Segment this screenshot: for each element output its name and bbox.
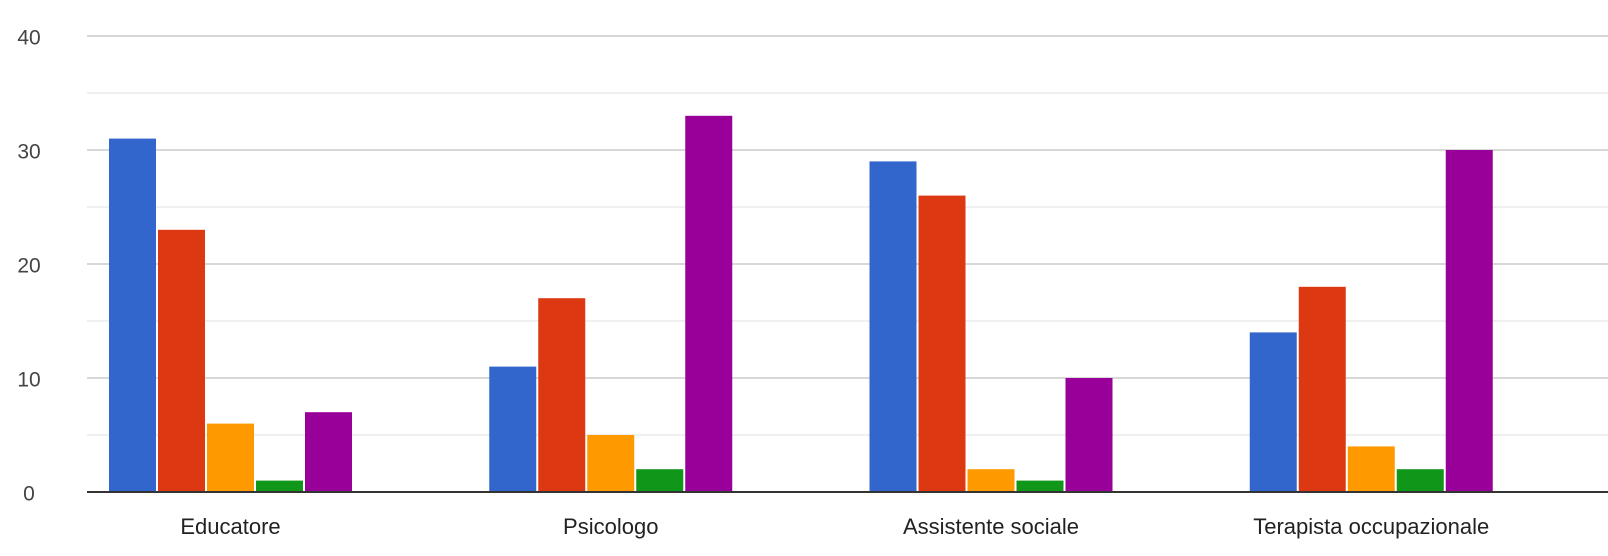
bar (256, 480, 303, 492)
bar (538, 298, 586, 492)
bar (207, 423, 254, 492)
y-axis-tick-labels: 0 10 20 30 40 (17, 27, 40, 506)
gridlines (87, 35, 1608, 436)
y-tick-label: 30 (17, 141, 40, 164)
bar (158, 229, 205, 493)
bar (967, 469, 1015, 492)
bar (1249, 332, 1297, 492)
bar (685, 115, 733, 493)
bar-series (109, 115, 1493, 493)
bar (636, 469, 684, 492)
bar (1065, 378, 1113, 492)
bar-group (109, 138, 352, 493)
x-axis-category-labels: Educatore Psicologo Assistente sociale Tera… (180, 514, 1489, 539)
bar (869, 161, 917, 492)
x-category-label: Terapista occupazionale (1253, 514, 1489, 539)
y-tick-label: 20 (17, 255, 40, 278)
bar (305, 412, 352, 492)
bar (1445, 150, 1493, 492)
bar-group (489, 115, 733, 493)
bar (1298, 286, 1346, 492)
x-category-label: Psicologo (563, 514, 658, 539)
x-category-label: Educatore (180, 514, 280, 539)
y-tick-label: 0 (23, 483, 35, 506)
bar (587, 435, 635, 492)
bar-group (869, 161, 1113, 492)
bar-group (1249, 150, 1493, 492)
y-tick-label: 40 (17, 27, 40, 50)
bar (1347, 446, 1395, 492)
bar (109, 138, 156, 492)
y-tick-label: 10 (17, 369, 40, 392)
bar (918, 195, 966, 492)
bar (1016, 480, 1064, 492)
bar (1396, 469, 1444, 492)
x-category-label: Assistente sociale (903, 514, 1079, 539)
bar (489, 366, 537, 492)
